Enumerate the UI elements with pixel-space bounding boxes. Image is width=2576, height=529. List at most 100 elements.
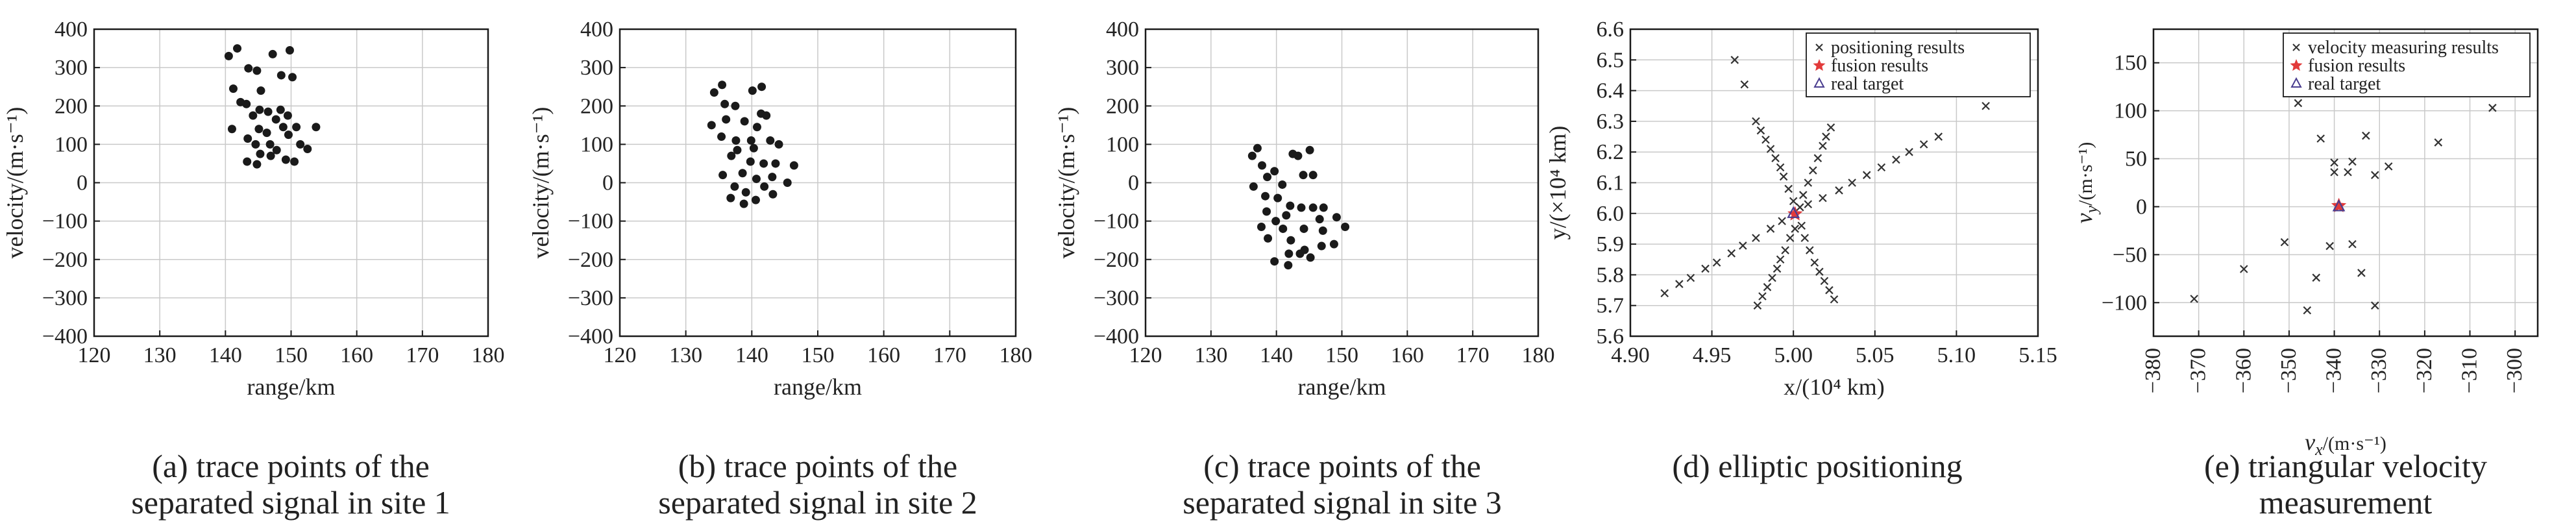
x-tick-label: −340 (2322, 348, 2346, 393)
data-point (1332, 213, 1341, 222)
data-point (264, 107, 273, 116)
data-point (1835, 186, 1843, 195)
data-point (748, 86, 757, 95)
y-tick-label: −300 (568, 286, 613, 310)
data-point (1319, 203, 1328, 212)
data-point (290, 157, 299, 166)
data-point (278, 123, 288, 132)
data-point (746, 157, 755, 166)
x-axis-label: range/km (774, 374, 862, 400)
x-tick-label: 130 (143, 343, 177, 367)
data-point (1809, 166, 1817, 175)
x-tick-label: 170 (406, 343, 439, 367)
legend-label: fusion results (2308, 56, 2405, 76)
data-point (281, 155, 290, 164)
data-point (1730, 56, 1739, 64)
data-point (718, 171, 728, 180)
y-tick-label: −100 (2102, 291, 2147, 315)
x-tick-label: 140 (735, 343, 768, 367)
data-point (1781, 246, 1789, 254)
data-point (1905, 147, 1913, 156)
legend-marker-star (1813, 59, 1826, 71)
y-tick-label: 150 (2114, 51, 2147, 75)
y-tick-label: 6.1 (1597, 171, 1625, 195)
data-point (256, 86, 265, 95)
data-point (1315, 215, 1324, 224)
x-tick-label: −330 (2367, 348, 2391, 393)
data-point (312, 123, 321, 132)
x-tick-label: 160 (867, 343, 900, 367)
x-tick-label: 130 (1194, 343, 1227, 367)
data-point (1771, 154, 1780, 162)
x-tick-label: 170 (1456, 343, 1490, 367)
data-point (726, 193, 735, 203)
data-point (1981, 101, 1990, 110)
y-tick-label: 100 (580, 132, 613, 156)
y-tick-label: −400 (42, 325, 88, 349)
data-point (1740, 80, 1749, 89)
data-point (1822, 132, 1830, 141)
data-point (1825, 286, 1834, 295)
data-point (271, 115, 280, 124)
data-point (731, 101, 740, 110)
data-point (1758, 292, 1767, 301)
data-point (1341, 222, 1350, 231)
data-point (727, 151, 736, 160)
x-tick-label: 4.90 (1611, 343, 1650, 367)
data-point (768, 190, 778, 199)
data-point (1934, 132, 1943, 141)
data-point (1892, 155, 1900, 164)
panel-caption: measurement (2259, 484, 2433, 521)
data-point (718, 80, 727, 90)
data-point (1819, 193, 1827, 203)
data-point (738, 169, 747, 178)
panel-caption: (e) triangular velocity (2204, 448, 2487, 484)
legend-label: velocity measuring results (2308, 38, 2499, 58)
data-point (2370, 171, 2379, 179)
data-point (266, 151, 275, 160)
data-point (284, 130, 293, 140)
data-point (1305, 145, 1314, 154)
legend-marker-star (2290, 59, 2303, 71)
data-point (1270, 257, 1279, 266)
legend-label: real target (2308, 74, 2381, 94)
data-point (1297, 203, 1306, 212)
data-point (1317, 241, 1326, 251)
x-tick-label: 5.15 (2018, 343, 2057, 367)
data-point (1257, 222, 1266, 231)
chart-panel-1: 120 130 140 150 160 170 180 400 300 200 100 0 −100 −2… (2, 18, 505, 521)
data-point (783, 178, 792, 187)
legend-marker-x (2292, 43, 2300, 51)
data-point (1804, 178, 1813, 187)
data-point (1727, 249, 1736, 258)
data-point (1784, 184, 1793, 193)
y-tick-label: 400 (55, 18, 88, 42)
x-tick-label: 150 (275, 343, 308, 367)
data-point (1820, 277, 1829, 286)
data-point (2344, 167, 2352, 177)
data-point (2240, 265, 2248, 273)
data-point (709, 88, 718, 97)
chart-panel-3: 120 130 140 150 160 170 180 400 300 200 100 0 −100 −2… (1053, 18, 1555, 521)
data-point (2488, 103, 2497, 112)
y-tick-label: 6.6 (1597, 18, 1625, 42)
data-point (1318, 226, 1327, 235)
data-point (1294, 151, 1303, 160)
x-tick-label: −350 (2277, 348, 2301, 393)
y-tick-label: −50 (2113, 243, 2147, 267)
data-point (757, 82, 767, 92)
data-point (1308, 203, 1318, 212)
data-point (1284, 249, 1294, 258)
y-axis-label: velocity/(m·s⁻¹) (2, 107, 28, 259)
data-point (707, 121, 716, 130)
data-point (1768, 273, 1776, 282)
data-point (2316, 134, 2325, 143)
y-axis-label: vy/(m·s⁻¹) (2071, 142, 2101, 224)
data-point (1279, 224, 1288, 233)
x-tick-label: −370 (2187, 348, 2211, 393)
data-point (1815, 267, 1824, 276)
x-tick-label: 160 (1391, 343, 1424, 367)
y-tick-label: 6.2 (1597, 140, 1625, 164)
y-axis-label: velocity/(m·s⁻¹) (528, 107, 554, 259)
